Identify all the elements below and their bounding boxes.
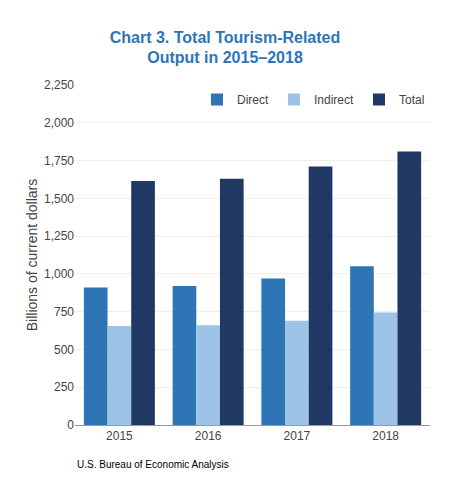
svg-text:1,000: 1,000 [44, 267, 74, 281]
svg-text:2,250: 2,250 [44, 78, 74, 92]
svg-text:1,750: 1,750 [44, 154, 74, 168]
svg-text:750: 750 [54, 305, 74, 319]
svg-text:500: 500 [54, 343, 74, 357]
svg-text:Indirect: Indirect [314, 93, 354, 107]
svg-text:2018: 2018 [372, 429, 399, 443]
svg-text:Total: Total [399, 93, 424, 107]
svg-text:Billions of current dollars: Billions of current dollars [24, 179, 40, 332]
svg-text:2017: 2017 [284, 429, 311, 443]
svg-text:250: 250 [54, 380, 74, 394]
svg-text:Chart 3. Total Tourism-Related: Chart 3. Total Tourism-RelatedOutput in … [110, 29, 341, 67]
svg-text:2016: 2016 [195, 429, 222, 443]
svg-text:1,250: 1,250 [44, 229, 74, 243]
svg-text:Direct: Direct [237, 93, 269, 107]
svg-text:U.S. Bureau of Economic Analys: U.S. Bureau of Economic Analysis [77, 459, 229, 470]
svg-text:1,500: 1,500 [44, 192, 74, 206]
svg-text:0: 0 [67, 418, 74, 432]
svg-text:2015: 2015 [106, 429, 133, 443]
svg-text:2,000: 2,000 [44, 116, 74, 130]
